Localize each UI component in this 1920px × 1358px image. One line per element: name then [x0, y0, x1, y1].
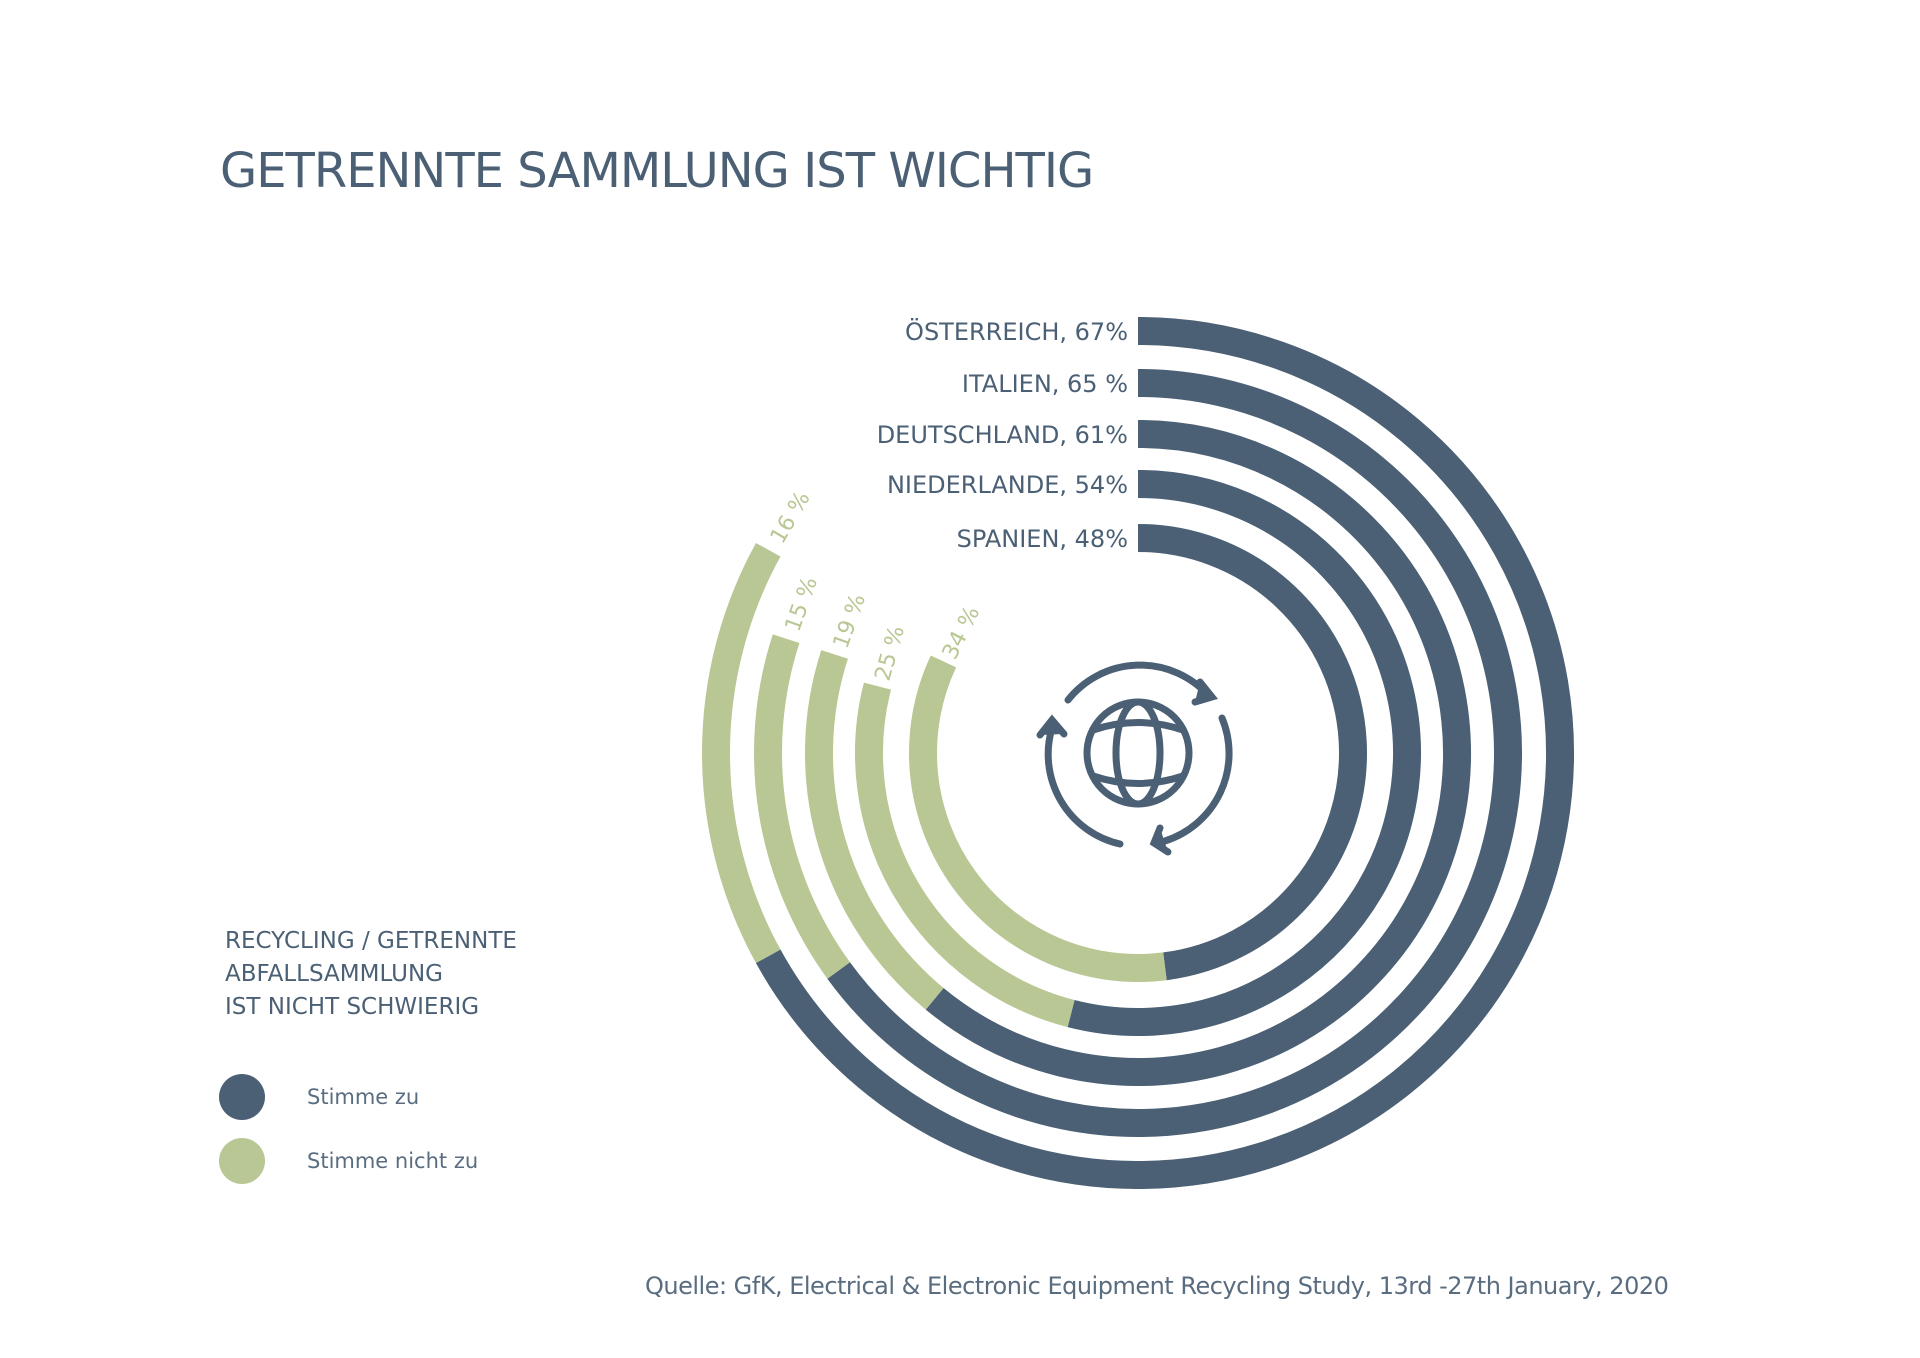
bar-agree-italien	[827, 369, 1522, 1137]
category-label: DEUTSCHLAND, 61%	[877, 421, 1128, 449]
legend-heading-line: RECYCLING / GETRENNTE	[225, 928, 517, 954]
disagree-value-label: 25 %	[871, 623, 910, 684]
category-label: SPANIEN, 48%	[957, 525, 1128, 553]
bar-agree-spanien	[1137, 524, 1367, 981]
bar-disagree-niederlande	[855, 682, 1075, 1028]
disagree-value-label: 19 %	[829, 591, 871, 652]
legend-heading-line: ABFALLSAMMLUNG	[225, 961, 443, 987]
disagree-value-label: 34 %	[938, 602, 985, 663]
legend-item-agree: Stimme zu	[219, 1074, 419, 1120]
legend-label: Stimme zu	[307, 1085, 420, 1109]
globe-recycle-icon	[1036, 661, 1233, 856]
bar-agree-österreich	[755, 317, 1574, 1189]
legend-swatch-agree	[219, 1074, 265, 1120]
bar-agree-deutschland	[925, 420, 1471, 1086]
legend-heading: RECYCLING / GETRENNTE ABFALLSAMMLUNG IST…	[225, 925, 625, 1024]
legend-item-disagree: Stimme nicht zu	[219, 1138, 478, 1184]
category-label: ÖSTERREICH, 67%	[905, 317, 1128, 346]
bar-disagree-spanien	[909, 655, 1167, 982]
bar-agree-niederlande	[1067, 470, 1421, 1036]
bar-disagree-deutschland	[805, 650, 944, 1010]
bar-disagree-österreich	[702, 542, 781, 964]
legend-label: Stimme nicht zu	[307, 1149, 479, 1173]
legend-heading-line: IST NICHT SCHWIERIG	[225, 994, 480, 1020]
source-note: Quelle: GfK, Electrical & Electronic Equ…	[645, 1272, 1669, 1300]
disagree-value-label: 15 %	[781, 574, 823, 635]
bar-disagree-italien	[754, 634, 850, 979]
category-label: ITALIEN, 65 %	[962, 370, 1128, 398]
category-label: NIEDERLANDE, 54%	[887, 471, 1128, 499]
disagree-value-label: 16 %	[766, 487, 816, 548]
legend-swatch-disagree	[219, 1138, 265, 1184]
chart-title: GETRENNTE SAMMLUNG IST WICHTIG	[220, 143, 1094, 199]
